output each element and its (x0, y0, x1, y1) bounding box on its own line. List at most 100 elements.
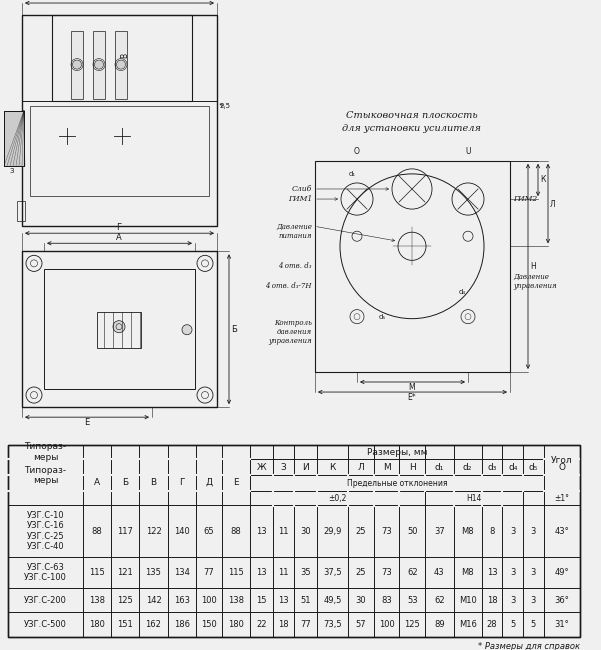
Text: 115: 115 (228, 568, 244, 577)
Text: 5: 5 (510, 620, 516, 629)
Text: И: И (302, 463, 309, 471)
Text: U: U (465, 147, 471, 156)
Text: 49,5: 49,5 (323, 595, 342, 604)
Text: ±1°: ±1° (554, 494, 569, 502)
Text: 3: 3 (510, 526, 516, 536)
Text: 13: 13 (257, 568, 267, 577)
Text: 89: 89 (434, 620, 445, 629)
Circle shape (73, 60, 82, 69)
Text: O: O (354, 147, 360, 156)
Text: 8: 8 (489, 526, 495, 536)
Text: 43: 43 (434, 568, 445, 577)
Text: Размеры, мм: Размеры, мм (367, 447, 427, 456)
Text: УЗГ.С-63
УЗГ.С-100: УЗГ.С-63 УЗГ.С-100 (24, 563, 67, 582)
Text: 163: 163 (174, 595, 190, 604)
Bar (93, 31, 105, 99)
Text: 3: 3 (531, 526, 536, 536)
Text: М10: М10 (459, 595, 477, 604)
Text: 13: 13 (257, 526, 267, 536)
Text: 31°: 31° (554, 620, 569, 629)
Text: Давление
питания: Давление питания (276, 222, 312, 240)
Text: Б: Б (231, 325, 237, 334)
Text: d₄: d₄ (459, 289, 466, 294)
Text: Давление
управления: Давление управления (513, 273, 557, 290)
Text: 15: 15 (257, 595, 267, 604)
Text: 53: 53 (407, 595, 418, 604)
Text: 35: 35 (300, 568, 311, 577)
Bar (22, 15, 217, 226)
Text: М: М (383, 463, 391, 471)
Bar (44, 269, 195, 389)
Circle shape (117, 60, 126, 69)
Text: М16: М16 (459, 620, 477, 629)
Text: Стыковочная плоскость: Стыковочная плоскость (346, 111, 478, 120)
Text: 186: 186 (174, 620, 190, 629)
Text: * Размеры для справок: * Размеры для справок (478, 642, 580, 650)
Text: 11: 11 (278, 568, 289, 577)
Text: 73,5: 73,5 (323, 620, 342, 629)
Text: 13: 13 (487, 568, 498, 577)
Text: 30: 30 (356, 595, 366, 604)
Text: Н: Н (530, 262, 535, 271)
Text: К: К (329, 463, 336, 471)
Text: 36°: 36° (554, 595, 569, 604)
Text: 150: 150 (201, 620, 217, 629)
Text: 100: 100 (379, 620, 394, 629)
Text: 3: 3 (531, 568, 536, 577)
Text: Типораз-
меры: Типораз- меры (24, 465, 67, 485)
Text: 65: 65 (204, 526, 214, 536)
Text: УЗГ.С-200: УЗГ.С-200 (24, 595, 67, 604)
Text: 37: 37 (434, 526, 445, 536)
Text: d₃: d₃ (487, 463, 497, 471)
Text: 29,9: 29,9 (323, 526, 342, 536)
Circle shape (113, 320, 125, 333)
Text: O: O (558, 463, 565, 471)
Text: В: В (120, 53, 129, 58)
Text: 18: 18 (278, 620, 289, 629)
Text: 4 отв. d₃-7Н: 4 отв. d₃-7Н (266, 283, 312, 291)
Text: 25: 25 (356, 568, 366, 577)
Text: Контроль
давления
управления: Контроль давления управления (269, 318, 312, 345)
Text: 3: 3 (510, 595, 516, 604)
Text: 117: 117 (117, 526, 133, 536)
Text: 18: 18 (487, 595, 498, 604)
Text: d₂: d₂ (463, 463, 472, 471)
Text: 57: 57 (356, 620, 366, 629)
Text: Слиб: Слиб (291, 185, 312, 193)
Text: для установки усилителя: для установки усилителя (343, 124, 481, 133)
Text: Е*: Е* (407, 393, 416, 402)
Text: 5: 5 (531, 620, 536, 629)
Text: d₅: d₅ (379, 314, 386, 320)
Circle shape (94, 60, 103, 69)
Text: d₁: d₁ (349, 171, 356, 177)
Text: 2,5: 2,5 (220, 103, 231, 109)
Text: М: М (409, 383, 415, 392)
Text: 22: 22 (257, 620, 267, 629)
Text: УЗГ.С-10
УЗГ.С-16
УЗГ.С-25
УЗГ.С-40: УЗГ.С-10 УЗГ.С-16 УЗГ.С-25 УЗГ.С-40 (26, 511, 64, 551)
Text: 43°: 43° (554, 526, 569, 536)
Text: М8: М8 (462, 526, 474, 536)
Text: 37,5: 37,5 (323, 568, 342, 577)
Bar (4, 111, 24, 166)
Text: Г: Г (117, 0, 122, 2)
Text: 49°: 49° (554, 568, 569, 577)
Text: Н14: Н14 (466, 494, 482, 502)
Text: УЗГ.С-500: УЗГ.С-500 (24, 620, 67, 629)
Text: 140: 140 (174, 526, 190, 536)
Text: 11: 11 (278, 526, 289, 536)
Bar (17, 201, 25, 221)
Text: ГИМ2: ГИМ2 (513, 195, 537, 203)
Circle shape (182, 325, 192, 335)
Text: 13: 13 (278, 595, 289, 604)
Bar (115, 31, 127, 99)
Text: 125: 125 (404, 620, 420, 629)
Text: 142: 142 (145, 595, 162, 604)
Text: Б: Б (122, 478, 128, 487)
Text: Е: Е (84, 418, 90, 427)
Text: 30: 30 (300, 526, 311, 536)
Text: 50: 50 (407, 526, 418, 536)
Text: 83: 83 (381, 595, 392, 604)
Text: 73: 73 (381, 526, 392, 536)
Text: 125: 125 (117, 595, 133, 604)
Bar (22, 252, 217, 407)
